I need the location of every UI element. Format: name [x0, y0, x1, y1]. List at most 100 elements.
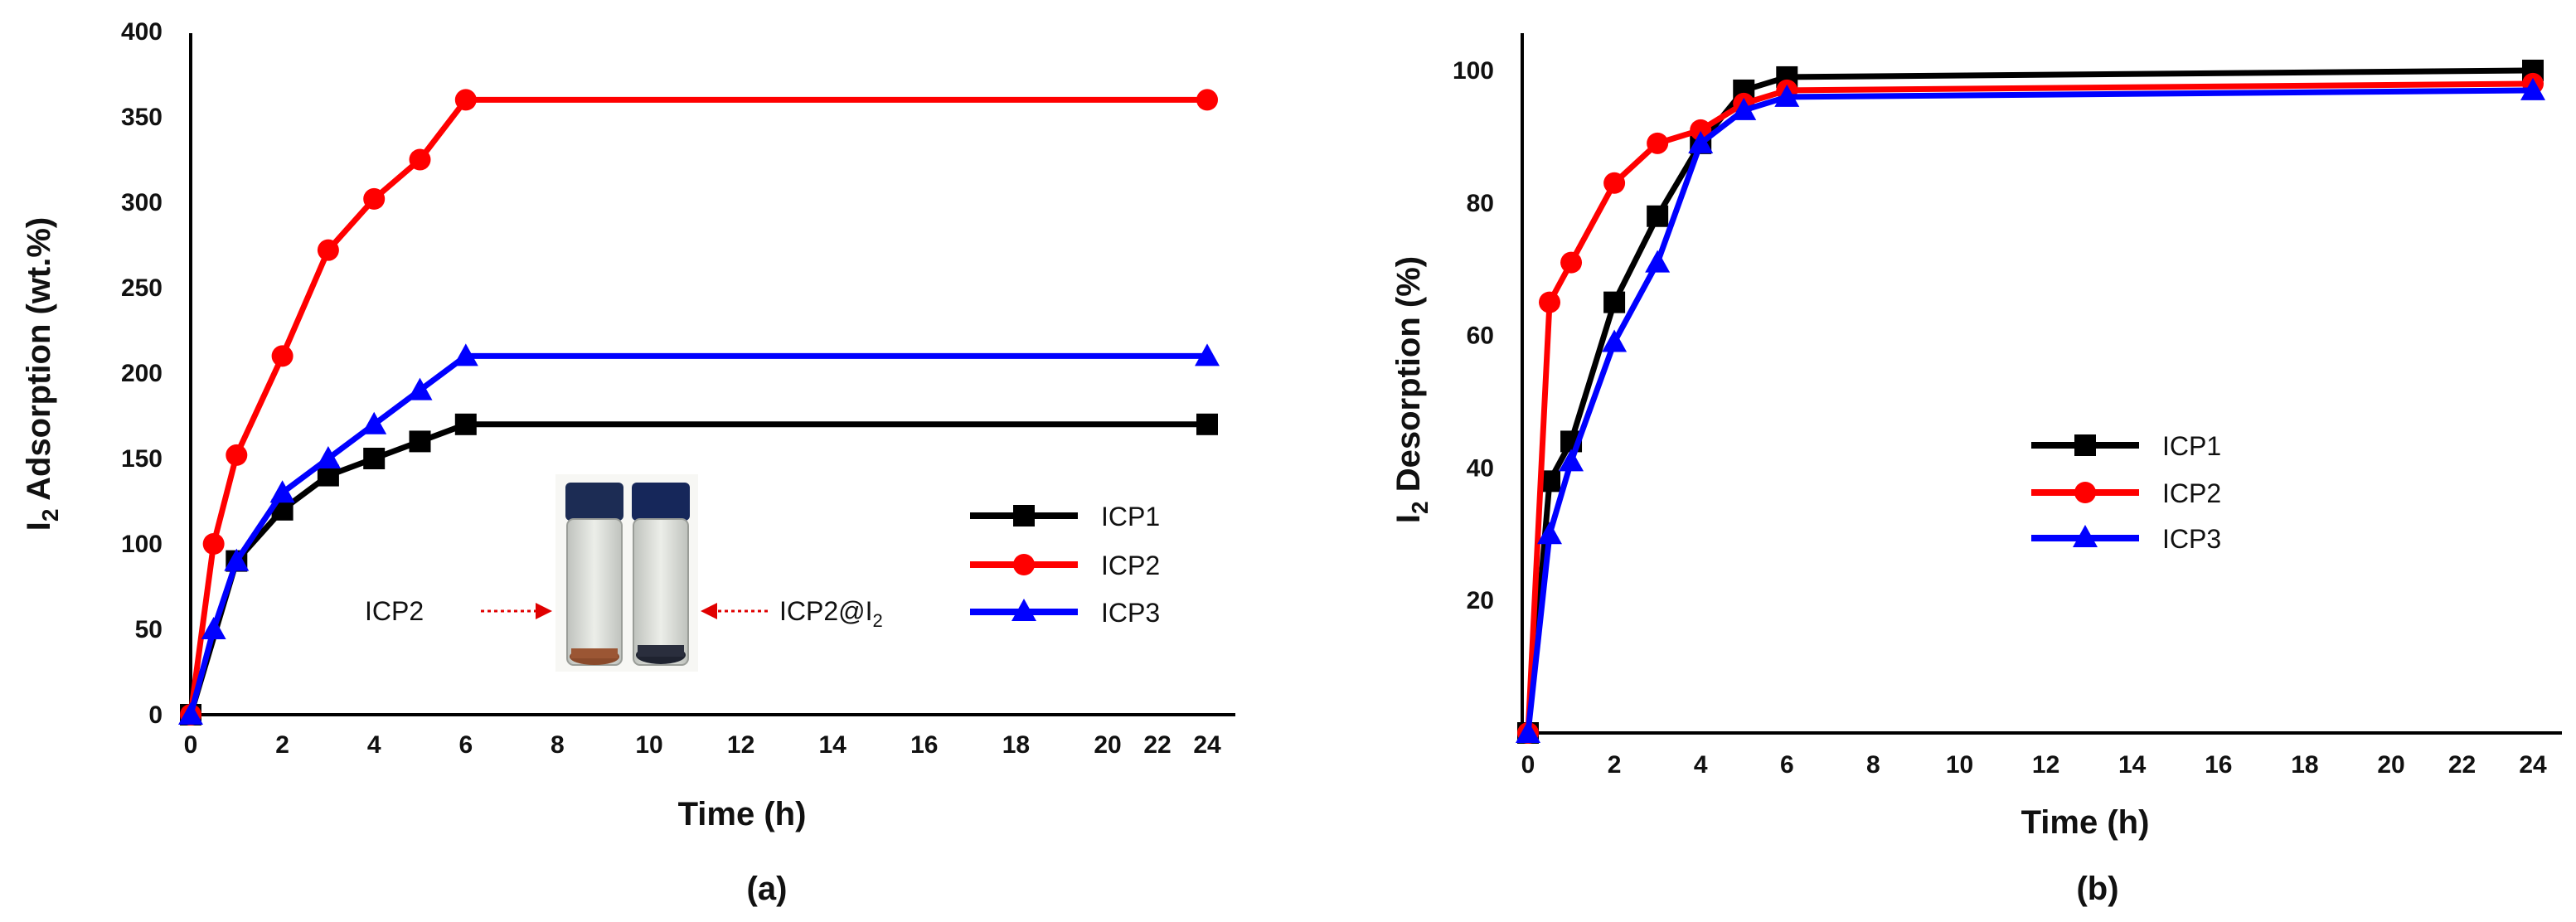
legend-item-icp2: ICP2: [2031, 478, 2221, 508]
y-tick-label: 350: [121, 104, 163, 131]
x-tick-label: 22: [2448, 751, 2476, 779]
x-tick-label: 20: [1094, 731, 1121, 759]
data-point: [454, 89, 477, 111]
x-tick-label: 14: [819, 731, 847, 759]
data-point: [1196, 89, 1218, 111]
data-point: [2520, 77, 2545, 100]
legend-label: ICP2: [1101, 551, 1160, 580]
y-tick-label: 40: [1467, 454, 1494, 482]
x-tick-label: 4: [1694, 751, 1708, 779]
y-tick-label: 50: [135, 616, 163, 643]
data-point: [1647, 205, 1669, 227]
y-axis-title-subscript: 2: [1407, 501, 1433, 514]
data-point: [201, 617, 226, 639]
data-point: [1560, 251, 1583, 274]
data-point: [1647, 132, 1669, 154]
data-point: [453, 343, 478, 366]
x-tick-label: 4: [367, 731, 381, 759]
data-point: [1516, 721, 1540, 743]
y-tick-label: 80: [1467, 190, 1494, 217]
data-point: [1645, 250, 1671, 273]
vial-icp2-i2-image: [632, 483, 690, 666]
y-tick-label: 0: [148, 701, 163, 729]
series-icp2: [180, 89, 1218, 725]
data-point: [1688, 130, 1714, 153]
data-point: [269, 480, 295, 503]
y-tick-label: 100: [121, 531, 163, 558]
legend-label: ICP3: [2162, 524, 2221, 554]
legend: ICP1 ICP2 ICP3: [2031, 431, 2221, 554]
data-point: [363, 187, 386, 210]
data-point: [1603, 172, 1626, 194]
inset-label-main: ICP2@I: [779, 596, 873, 626]
x-tick-labels: 0 2 4 6 8 10 12 14 16 18 20 22 24: [1521, 751, 2547, 779]
x-tick-label: 10: [1946, 751, 1973, 779]
series-line: [1525, 87, 2534, 734]
legend-label: ICP3: [1101, 598, 1160, 628]
inset-label-icp2-i2: ICP2@I2: [779, 596, 883, 631]
data-point: [1195, 343, 1220, 366]
y-tick-label: 20: [1467, 587, 1494, 614]
data-point: [1731, 97, 1757, 120]
y-axis-title: I2 Desorption (%): [1390, 256, 1433, 523]
series-line: [1525, 67, 2534, 734]
vial-icp2-image: [565, 483, 623, 666]
inset-label-subscript: 2: [873, 610, 883, 631]
x-tick-labels: 0 2 4 6 8 10 12 14 16 18 20 22 24: [184, 731, 1221, 759]
y-tick-label: 400: [121, 18, 163, 46]
vial-photo-inset: ICP2 ICP2@I2: [365, 474, 883, 672]
data-point: [409, 148, 431, 171]
data-point: [1559, 449, 1584, 472]
y-axis-title-main: I: [1390, 514, 1427, 523]
legend-item-icp1: ICP1: [970, 502, 1160, 531]
x-tick-label: 12: [2032, 751, 2059, 779]
x-tick-label: 24: [2519, 751, 2547, 779]
x-tick-label: 20: [2377, 751, 2404, 779]
series-icp3: [1516, 77, 2545, 743]
data-point: [363, 448, 386, 469]
legend-item-icp1: ICP1: [2031, 431, 2221, 461]
data-point: [226, 444, 248, 466]
data-point: [1537, 522, 1563, 545]
data-point: [178, 702, 203, 725]
x-tick-label: 22: [1143, 731, 1171, 759]
legend-label: ICP1: [1101, 502, 1160, 531]
data-point: [317, 239, 339, 261]
x-tick-label: 6: [458, 731, 473, 759]
data-point: [1690, 119, 1712, 141]
panel-label-b: (b): [2076, 871, 2118, 907]
x-tick-label: 24: [1193, 731, 1221, 759]
y-tick-label: 100: [1453, 57, 1494, 85]
x-tick-label: 18: [1002, 731, 1030, 759]
data-point: [271, 345, 293, 367]
y-tick-labels: 0 50 100 150 200 250 300 350 400: [121, 18, 163, 729]
x-tick-label: 0: [1521, 751, 1535, 779]
x-axis-title: Time (h): [2021, 804, 2150, 841]
legend-item-icp3: ICP3: [970, 598, 1160, 628]
data-series: [178, 89, 1220, 725]
legend-label: ICP2: [2162, 478, 2221, 508]
series-line: [187, 352, 1207, 716]
y-tick-label: 150: [121, 445, 163, 473]
data-point: [1602, 329, 1628, 352]
series-line: [187, 96, 1207, 716]
data-point: [1774, 84, 1800, 107]
y-tick-label: 300: [121, 189, 163, 216]
y-tick-label: 250: [121, 274, 163, 302]
panel-a: 0 2 4 6 8 10 12 14 16 18 20 22 24 050100150200250300…: [21, 18, 1235, 907]
panel-label-a: (a): [747, 871, 788, 907]
x-axis-title: Time (h): [678, 796, 807, 832]
y-axis-title-rest: Adsorption (wt.%): [21, 217, 57, 509]
inset-arrowhead-right: [701, 603, 717, 619]
x-tick-label: 14: [2118, 751, 2147, 779]
x-tick-label: 16: [910, 731, 938, 759]
x-tick-label: 18: [2291, 751, 2318, 779]
legend-label: ICP1: [2162, 431, 2221, 461]
data-point: [1539, 291, 1561, 313]
x-tick-label: 8: [1866, 751, 1880, 779]
x-tick-label: 2: [1608, 751, 1622, 779]
data-point: [361, 411, 387, 434]
data-point: [202, 533, 225, 555]
y-tick-label: 200: [121, 360, 163, 387]
